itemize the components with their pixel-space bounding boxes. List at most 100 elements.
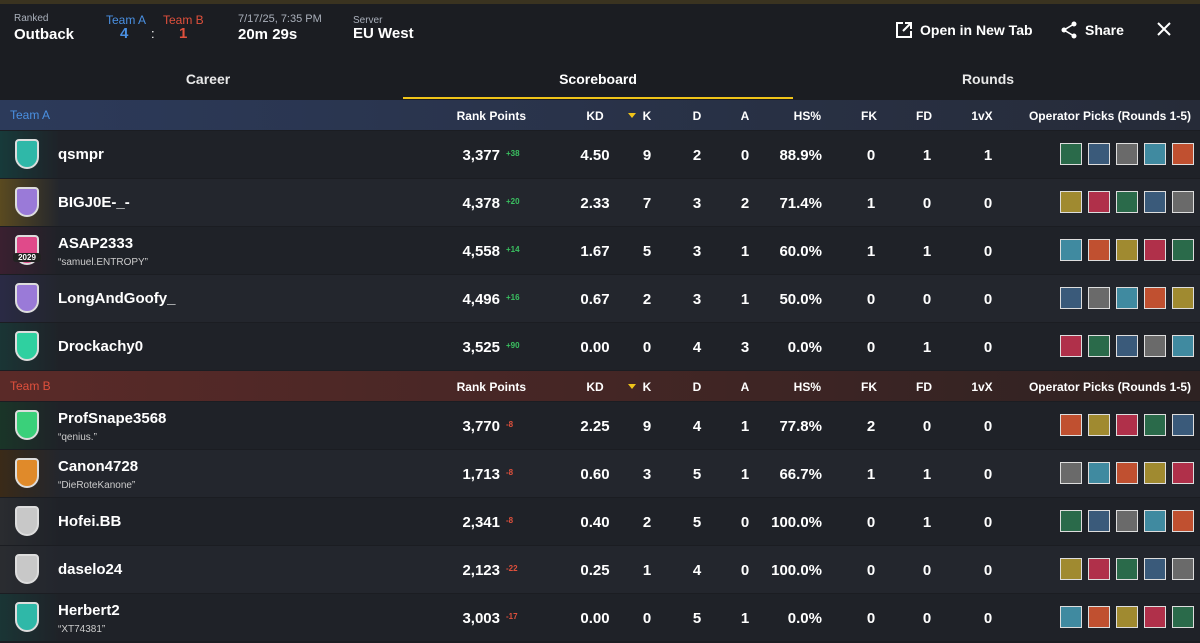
column-header[interactable]: 1vX <box>971 109 993 123</box>
open-icon[interactable] <box>895 21 913 39</box>
column-header[interactable]: HS% <box>793 109 821 123</box>
operator-icon[interactable] <box>1116 558 1138 580</box>
operator-icon[interactable] <box>1172 191 1194 213</box>
tab[interactable]: Career <box>185 71 231 87</box>
operator-icon[interactable] <box>1060 239 1082 261</box>
operator-icon[interactable] <box>1088 143 1110 165</box>
operator-icon[interactable] <box>1116 606 1138 628</box>
operator-icon[interactable] <box>1144 335 1166 357</box>
operator-icon[interactable] <box>1088 558 1110 580</box>
operator-icon[interactable] <box>1116 191 1138 213</box>
player-name[interactable]: ProfSnape3568 <box>58 410 167 427</box>
column-header[interactable]: KD <box>586 380 604 394</box>
operator-icon[interactable] <box>1172 462 1194 484</box>
operator-icon[interactable] <box>1088 414 1110 436</box>
column-header[interactable]: K <box>642 380 652 394</box>
stat-hs: 88.9% <box>779 147 822 164</box>
operator-icon[interactable] <box>1060 606 1082 628</box>
column-header[interactable]: HS% <box>793 380 821 394</box>
player-name[interactable]: ASAP2333 <box>58 235 134 252</box>
operator-icon[interactable] <box>1060 287 1082 309</box>
tab[interactable]: Scoreboard <box>559 71 637 87</box>
operator-icon[interactable] <box>1088 191 1110 213</box>
operator-icon[interactable] <box>1144 606 1166 628</box>
rank-delta: +90 <box>506 341 520 350</box>
operator-icon[interactable] <box>1116 335 1138 357</box>
column-header[interactable]: K <box>642 109 652 123</box>
operator-icon[interactable] <box>1060 191 1082 213</box>
operator-icon[interactable] <box>1144 143 1166 165</box>
operator-icon[interactable] <box>1144 462 1166 484</box>
column-header[interactable]: A <box>740 380 750 394</box>
stat-a: 3 <box>740 339 750 356</box>
player-subtitle: “samuel.ENTROPY” <box>58 257 149 268</box>
column-header[interactable]: Operator Picks (Rounds 1-5) <box>1028 380 1192 394</box>
operator-icon[interactable] <box>1172 606 1194 628</box>
operator-icon[interactable] <box>1144 191 1166 213</box>
operator-icon[interactable] <box>1088 239 1110 261</box>
column-header[interactable]: Rank Points <box>456 109 526 123</box>
column-header[interactable]: FD <box>916 380 932 394</box>
operator-icon[interactable] <box>1116 143 1138 165</box>
operator-icon[interactable] <box>1060 462 1082 484</box>
player-row <box>0 594 1200 641</box>
operator-icon[interactable] <box>1172 335 1194 357</box>
operator-icon[interactable] <box>1144 287 1166 309</box>
operator-icon[interactable] <box>1088 287 1110 309</box>
column-header[interactable]: 1vX <box>971 380 993 394</box>
operator-icon[interactable] <box>1116 287 1138 309</box>
operator-icon[interactable] <box>1116 462 1138 484</box>
operator-icon[interactable] <box>1060 143 1082 165</box>
operator-icon[interactable] <box>1116 510 1138 532</box>
close-icon[interactable] <box>1157 22 1171 36</box>
operator-icon[interactable] <box>1088 510 1110 532</box>
column-header[interactable]: Operator Picks (Rounds 1-5) <box>1028 109 1192 123</box>
operator-icon[interactable] <box>1088 606 1110 628</box>
operator-icon[interactable] <box>1144 558 1166 580</box>
open-new-tab[interactable]: Open in New Tab <box>920 22 1033 38</box>
column-header[interactable]: D <box>692 380 702 394</box>
column-header[interactable]: KD <box>586 109 604 123</box>
stat-d: 3 <box>692 195 702 212</box>
column-header[interactable]: A <box>740 109 750 123</box>
stat-d: 4 <box>692 339 702 356</box>
operator-icon[interactable] <box>1144 414 1166 436</box>
player-name[interactable]: qsmpr <box>58 146 104 163</box>
share-icon[interactable] <box>1060 21 1078 39</box>
column-header[interactable]: Rank Points <box>456 380 526 394</box>
operator-icon[interactable] <box>1116 414 1138 436</box>
column-header[interactable]: FD <box>916 109 932 123</box>
operator-icon[interactable] <box>1172 510 1194 532</box>
operator-icon[interactable] <box>1172 287 1194 309</box>
player-name[interactable]: Canon4728 <box>58 458 139 475</box>
player-name[interactable]: Herbert2 <box>58 602 120 619</box>
operator-icon[interactable] <box>1060 510 1082 532</box>
player-name[interactable]: BIGJ0E-_- <box>58 194 130 211</box>
stat-k: 9 <box>642 418 652 435</box>
operator-icon[interactable] <box>1060 414 1082 436</box>
column-header[interactable]: FK <box>861 109 877 123</box>
stat-hs: 77.8% <box>779 418 822 435</box>
operator-icon[interactable] <box>1088 335 1110 357</box>
column-header[interactable]: FK <box>861 380 877 394</box>
operator-icon[interactable] <box>1172 239 1194 261</box>
share[interactable]: Share <box>1085 22 1124 38</box>
player-name[interactable]: LongAndGoofy_ <box>58 290 176 307</box>
operator-icon[interactable] <box>1172 558 1194 580</box>
player-name[interactable]: Drockachy0 <box>58 338 144 355</box>
player-name[interactable]: Hofei.BB <box>58 513 122 530</box>
tab[interactable]: Rounds <box>961 71 1015 87</box>
column-header[interactable]: D <box>692 109 702 123</box>
sort-arrow <box>628 384 636 389</box>
operator-icon[interactable] <box>1060 558 1082 580</box>
player-name[interactable]: daselo24 <box>58 561 123 578</box>
stat-kd: 2.33 <box>580 195 610 212</box>
operator-icon[interactable] <box>1144 239 1166 261</box>
operator-icon[interactable] <box>1172 143 1194 165</box>
operator-icon[interactable] <box>1144 510 1166 532</box>
operator-icon[interactable] <box>1116 239 1138 261</box>
operator-icon[interactable] <box>1088 462 1110 484</box>
operator-icon[interactable] <box>1060 335 1082 357</box>
operator-icon[interactable] <box>1172 414 1194 436</box>
